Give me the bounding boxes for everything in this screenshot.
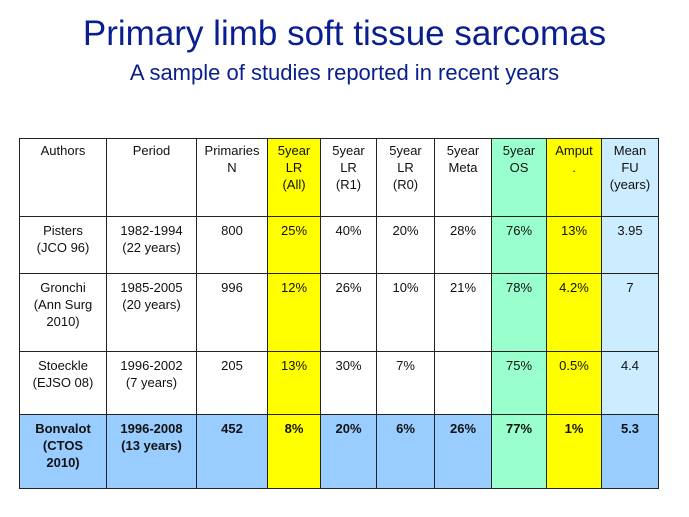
cell-primaries: 996 <box>196 273 268 352</box>
cell-os: 75% <box>491 351 547 415</box>
cell-lr-r0: 20% <box>376 216 435 274</box>
cell-lr-r1: 20% <box>320 414 377 489</box>
slide-title: Primary limb soft tissue sarcomas <box>82 14 607 53</box>
cell-lr-r0: 10% <box>376 273 435 352</box>
slide-subtitle: A sample of studies reported in recent y… <box>129 60 560 85</box>
cell-amput: 1% <box>546 414 602 489</box>
cell-mean-fu: 5.3 <box>601 414 659 489</box>
cell-lr-all: 12% <box>267 273 321 352</box>
header-period: Period <box>106 138 197 217</box>
cell-lr-r1: 30% <box>320 351 377 415</box>
cell-authors: Pisters (JCO 96) <box>19 216 107 274</box>
header-os: 5year OS <box>491 138 547 217</box>
header-lr-r1: 5year LR (R1) <box>320 138 377 217</box>
header-amput: Amput . <box>546 138 602 217</box>
cell-os: 78% <box>491 273 547 352</box>
cell-mean-fu: 3.95 <box>601 216 659 274</box>
header-authors: Authors <box>19 138 107 217</box>
cell-meta <box>434 351 492 415</box>
studies-table: Authors Period Primaries N 5year LR (All… <box>19 138 659 489</box>
cell-meta: 26% <box>434 414 492 489</box>
cell-authors: Bonvalot (CTOS 2010) <box>19 414 107 489</box>
cell-authors: Gronchi (Ann Surg 2010) <box>19 273 107 352</box>
table-header-row: Authors Period Primaries N 5year LR (All… <box>19 138 659 217</box>
cell-lr-all: 13% <box>267 351 321 415</box>
cell-amput: 13% <box>546 216 602 274</box>
cell-amput: 0.5% <box>546 351 602 415</box>
table-row-highlighted: Bonvalot (CTOS 2010) 1996-2008 (13 years… <box>19 414 659 489</box>
cell-lr-all: 25% <box>267 216 321 274</box>
cell-mean-fu: 4.4 <box>601 351 659 415</box>
cell-lr-r1: 26% <box>320 273 377 352</box>
cell-primaries: 800 <box>196 216 268 274</box>
cell-period: 1996-2008 (13 years) <box>106 414 197 489</box>
cell-period: 1985-2005 (20 years) <box>106 273 197 352</box>
table-row: Gronchi (Ann Surg 2010) 1985-2005 (20 ye… <box>19 273 659 352</box>
cell-meta: 21% <box>434 273 492 352</box>
cell-lr-r1: 40% <box>320 216 377 274</box>
header-mean-fu: Mean FU (years) <box>601 138 659 217</box>
cell-primaries: 205 <box>196 351 268 415</box>
header-lr-r0: 5year LR (R0) <box>376 138 435 217</box>
table-row: Stoeckle (EJSO 08) 1996-2002 (7 years) 2… <box>19 351 659 415</box>
cell-os: 77% <box>491 414 547 489</box>
cell-amput: 4.2% <box>546 273 602 352</box>
cell-lr-all: 8% <box>267 414 321 489</box>
header-meta: 5year Meta <box>434 138 492 217</box>
cell-mean-fu: 7 <box>601 273 659 352</box>
cell-authors: Stoeckle (EJSO 08) <box>19 351 107 415</box>
header-primaries: Primaries N <box>196 138 268 217</box>
cell-lr-r0: 7% <box>376 351 435 415</box>
cell-lr-r0: 6% <box>376 414 435 489</box>
cell-primaries: 452 <box>196 414 268 489</box>
table-row: Pisters (JCO 96) 1982-1994 (22 years) 80… <box>19 216 659 274</box>
cell-os: 76% <box>491 216 547 274</box>
cell-period: 1982-1994 (22 years) <box>106 216 197 274</box>
cell-meta: 28% <box>434 216 492 274</box>
header-lr-all: 5year LR (All) <box>267 138 321 217</box>
cell-period: 1996-2002 (7 years) <box>106 351 197 415</box>
